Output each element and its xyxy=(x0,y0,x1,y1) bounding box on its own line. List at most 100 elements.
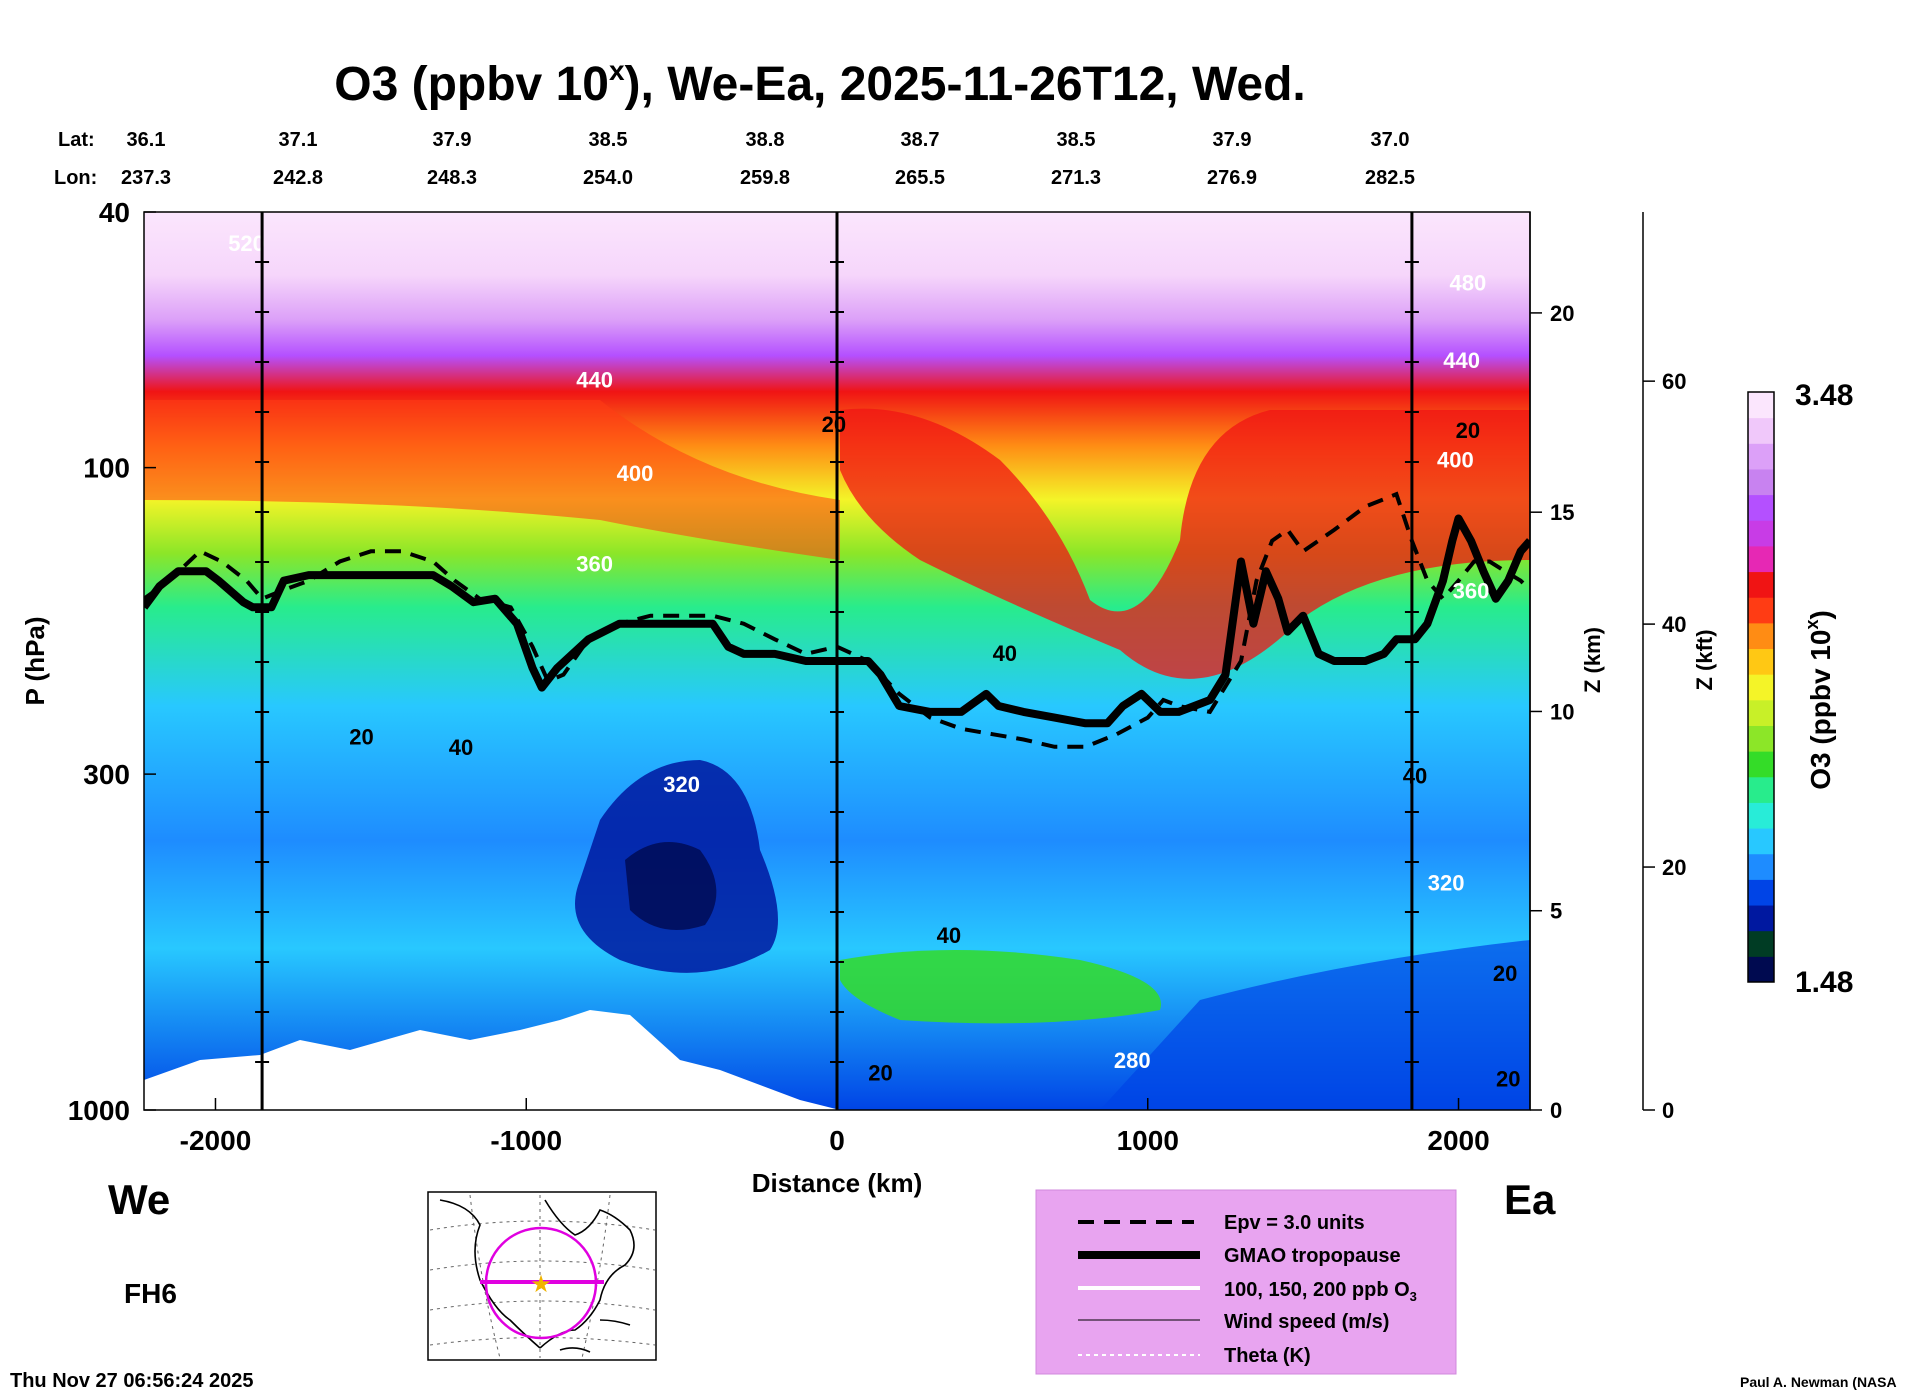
x-axis-label: Distance (km) xyxy=(752,1168,923,1198)
y-axis-label: P (hPa) xyxy=(20,616,50,705)
ozone-maximum-east xyxy=(840,408,1530,679)
lon-value: 271.3 xyxy=(1051,167,1101,189)
lat-value: 36.1 xyxy=(127,129,166,151)
y-tick-label: 100 xyxy=(83,453,130,484)
z-km-tick-label: 20 xyxy=(1550,301,1574,326)
legend-theta-label: Theta (K) xyxy=(1224,1345,1311,1367)
lat-value: 38.7 xyxy=(901,129,940,151)
epv-3-line xyxy=(144,491,1530,749)
credit: Paul A. Newman (NASA xyxy=(1740,1374,1897,1390)
pressure-axis: 40 100 300 1000 xyxy=(68,197,156,1126)
gmao-tropopause-line xyxy=(144,514,1530,728)
low-ozone-core xyxy=(625,842,717,930)
lon-value: 282.5 xyxy=(1365,167,1415,189)
x-tick-label: 0 xyxy=(829,1125,845,1156)
theta-contour-label: 400 xyxy=(1437,448,1474,473)
y-tick-label: 40 xyxy=(99,197,130,228)
legend-ozone-label: 100, 150, 200 ppb O3 xyxy=(1224,1279,1417,1304)
legend-tropopause-label: GMAO tropopause xyxy=(1224,1245,1401,1267)
colorbar-swatch xyxy=(1748,520,1774,547)
colorbar-swatch xyxy=(1748,751,1774,778)
colorbar-swatch xyxy=(1748,443,1774,470)
timestamp: Thu Nov 27 06:56:24 2025 xyxy=(10,1370,253,1392)
x-tick-label: -1000 xyxy=(490,1125,562,1156)
east-label: Ea xyxy=(1504,1176,1556,1223)
lat-value: 37.0 xyxy=(1371,129,1410,151)
green-mid-tongue xyxy=(840,950,1161,1024)
x-tick-label: 2000 xyxy=(1427,1125,1489,1156)
wind-contour-label: 20 xyxy=(1493,961,1517,986)
z-km-label: Z (km) xyxy=(1580,627,1605,693)
colorbar-frame xyxy=(1747,391,1775,983)
inset-map: ★ xyxy=(427,1191,657,1361)
colorbar-swatch xyxy=(1748,725,1774,752)
terrain xyxy=(144,1010,840,1110)
colorbar-swatch xyxy=(1748,828,1774,855)
wind-contour-label: 40 xyxy=(1403,763,1427,788)
z-kft-tick-label: 20 xyxy=(1662,855,1686,880)
wind-contour-label: 20 xyxy=(868,1061,892,1086)
z-kft-tick-label: 60 xyxy=(1662,369,1686,394)
theta-contour-label: 320 xyxy=(1428,870,1465,895)
z-km-tick-label: 5 xyxy=(1550,899,1562,924)
colorbar-title: O3 (ppbv 10x) xyxy=(1802,610,1836,790)
colorbar-swatch xyxy=(1748,392,1774,419)
lon-value: 254.0 xyxy=(583,167,633,189)
legend: Epv = 3.0 units GMAO tropopause 100, 150… xyxy=(1035,1189,1457,1375)
lat-value: 37.9 xyxy=(433,129,472,151)
colorbar-swatch xyxy=(1748,802,1774,829)
theta-contour-label: 480 xyxy=(1449,271,1486,296)
wind-contour-label: 40 xyxy=(449,735,473,760)
z-km-tick-label: 0 xyxy=(1550,1098,1562,1123)
wind-contour-label: 20 xyxy=(822,412,846,437)
lat-value: 38.5 xyxy=(589,129,628,151)
lat-value: 38.5 xyxy=(1057,129,1096,151)
distance-axis: -2000 -1000 0 1000 2000 xyxy=(180,1098,1490,1156)
lon-value: 259.8 xyxy=(740,167,790,189)
colorbar-swatch xyxy=(1748,545,1774,573)
z-km-tick-label: 10 xyxy=(1550,699,1574,724)
lon-value: 276.9 xyxy=(1207,167,1257,189)
vertical-markers xyxy=(255,212,1419,1110)
lat-value: 38.8 xyxy=(746,129,785,151)
colorbar-swatch xyxy=(1748,699,1774,726)
wind-contour-label: 40 xyxy=(993,641,1017,666)
colorbar-swatch xyxy=(1748,597,1774,624)
colorbar-swatch xyxy=(1748,956,1774,983)
lon-header-label: Lon: xyxy=(54,167,97,189)
y-tick-label: 1000 xyxy=(68,1095,130,1126)
west-label: We xyxy=(108,1176,170,1223)
colorbar-swatch xyxy=(1748,622,1774,650)
lat-lon-labels: 36.1 37.1 37.9 38.5 38.8 38.7 38.5 37.9 37.0 237.… xyxy=(121,129,1415,189)
theta-contour-label: 280 xyxy=(1114,1048,1151,1073)
z-kft-axis: 0 20 40 60 xyxy=(1643,369,1686,1123)
legend-epv-label: Epv = 3.0 units xyxy=(1224,1212,1365,1234)
z-kft-label: Z (kft) xyxy=(1692,629,1717,690)
colorbar-swatch xyxy=(1748,905,1774,932)
colorbar-min-label: 1.48 xyxy=(1795,966,1853,999)
colorbar-swatch xyxy=(1748,776,1774,803)
chart-title: O3 (ppbv 10x), We-Ea, 2025-11-26T12, Wed… xyxy=(334,55,1306,111)
theta-contour-label: 320 xyxy=(663,772,700,797)
lat-header-label: Lat: xyxy=(58,129,95,151)
contour-labels: 520 480 440 440 400 400 360 360 320 320 280 20 20 20 4… xyxy=(228,231,1520,1092)
colorbar-swatch xyxy=(1748,417,1774,444)
theta-contour-label: 360 xyxy=(1453,579,1490,604)
z-km-tick-label: 15 xyxy=(1550,500,1574,525)
ozone-maximum-west xyxy=(144,400,840,560)
blue-lower-east xyxy=(1100,940,1530,1110)
z-km-axis: 0 5 10 15 20 xyxy=(1530,301,1574,1123)
lat-value: 37.1 xyxy=(279,129,318,151)
wind-contour-label: 20 xyxy=(349,725,373,750)
lon-value: 248.3 xyxy=(427,167,477,189)
theta-contour-label: 440 xyxy=(1443,348,1480,373)
lat-value: 37.9 xyxy=(1213,129,1252,151)
colorbar-swatch xyxy=(1748,494,1774,521)
colorbar-swatch xyxy=(1748,674,1774,701)
colorbar-swatch xyxy=(1748,571,1774,598)
wind-contour-label: 20 xyxy=(1496,1067,1520,1092)
colorbar xyxy=(1747,391,1775,983)
wind-contour-label: 40 xyxy=(937,923,961,948)
lon-value: 265.5 xyxy=(895,167,945,189)
